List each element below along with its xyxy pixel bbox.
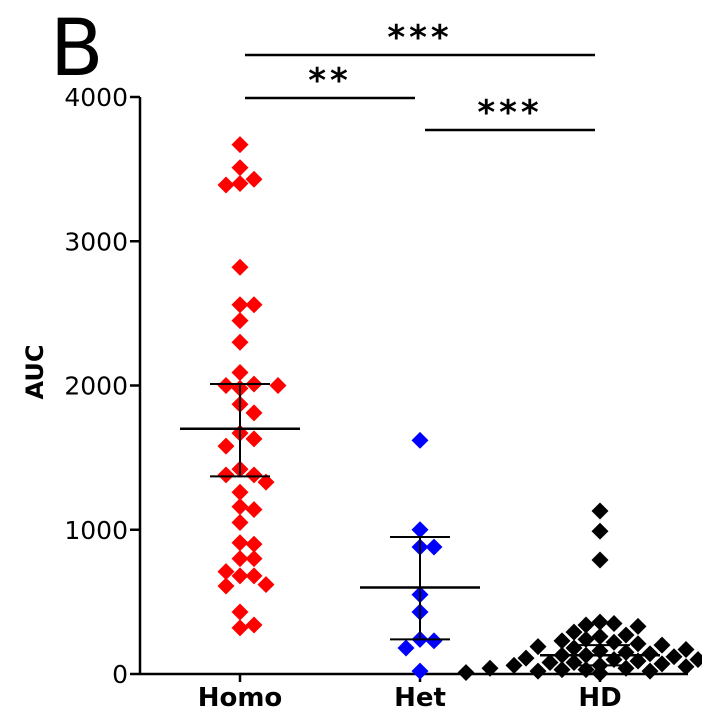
data-point [565, 653, 583, 671]
x-tick-label: Homo [198, 683, 283, 713]
data-point [257, 576, 275, 594]
data-point [541, 653, 559, 671]
y-tick-label: 0 [112, 660, 128, 689]
data-point [269, 377, 287, 394]
data-point [481, 659, 499, 677]
data-point [231, 483, 249, 501]
data-point [245, 296, 263, 314]
significance-label: ** [308, 61, 352, 101]
axes: 0 1000 2000 3000 4000 Homo Het HD [64, 83, 688, 713]
data-point [617, 626, 635, 644]
data-point [653, 636, 671, 654]
data-point [245, 550, 263, 568]
data-point [257, 473, 275, 491]
data-point [577, 616, 595, 634]
data-point [217, 563, 235, 581]
data-point [245, 616, 263, 634]
data-point [245, 567, 263, 585]
data-point [245, 501, 263, 519]
data-point [677, 640, 695, 658]
y-tick-label: 2000 [64, 372, 128, 401]
data-point [565, 639, 583, 657]
data-point [397, 639, 415, 657]
significance-bars: ******** [245, 18, 595, 133]
data-point [605, 633, 623, 651]
data-point [653, 655, 671, 673]
data-point [217, 377, 235, 394]
data-point [505, 656, 523, 674]
data-point [231, 498, 249, 516]
data-point [629, 617, 647, 635]
y-tick-label: 4000 [64, 83, 128, 112]
data-point [245, 466, 263, 484]
data-point [231, 534, 249, 552]
data-point [591, 502, 609, 520]
data-point [411, 521, 429, 539]
data-point [231, 296, 249, 314]
mean-error-bars [180, 383, 660, 667]
y-tick-label: 1000 [64, 516, 128, 545]
data-point [231, 567, 249, 585]
significance-label: *** [387, 18, 452, 58]
data-point [231, 514, 249, 532]
data-point [665, 648, 683, 666]
data-point [425, 632, 443, 650]
data-point [457, 664, 475, 682]
data-point [411, 431, 429, 449]
data-point [217, 577, 235, 595]
data-point [591, 613, 609, 631]
x-tick-label: Het [394, 683, 446, 713]
data-point [231, 136, 249, 154]
data-point [617, 643, 635, 661]
data-point [553, 632, 571, 650]
data-point [517, 649, 535, 667]
data-point [231, 258, 249, 276]
significance-label: *** [477, 93, 542, 133]
data-point [231, 603, 249, 621]
data-point [245, 404, 263, 422]
data-point [629, 635, 647, 653]
data-point [425, 538, 443, 556]
x-tick-label: HD [578, 683, 621, 713]
data-point [591, 664, 609, 682]
data-point [529, 638, 547, 656]
data-point [217, 437, 235, 455]
data-point [245, 170, 263, 188]
data-point [231, 550, 249, 568]
data-point [231, 333, 249, 351]
data-point [231, 364, 249, 382]
data-point [591, 522, 609, 540]
data-point [629, 652, 647, 670]
y-axis-label: AUC [21, 345, 49, 400]
data-point [565, 623, 583, 641]
data-point [577, 630, 595, 648]
data-point [231, 619, 249, 637]
data-point [641, 662, 659, 680]
data-point [217, 176, 235, 194]
data-point [411, 662, 429, 680]
data-point [245, 430, 263, 448]
data-point [617, 659, 635, 677]
data-point [553, 661, 571, 679]
data-point [677, 658, 695, 676]
data-point [231, 159, 249, 177]
y-tick-label: 3000 [64, 227, 128, 256]
data-point [641, 645, 659, 663]
data-point [231, 312, 249, 330]
data-point [591, 628, 609, 645]
data-point [217, 466, 235, 484]
data-point [245, 535, 263, 553]
data-point [529, 662, 547, 680]
data-point [231, 175, 249, 193]
data-point [605, 615, 623, 632]
data-point [689, 651, 702, 669]
panel-label: B [50, 4, 104, 94]
data-point [591, 551, 609, 569]
data-points [217, 136, 702, 682]
